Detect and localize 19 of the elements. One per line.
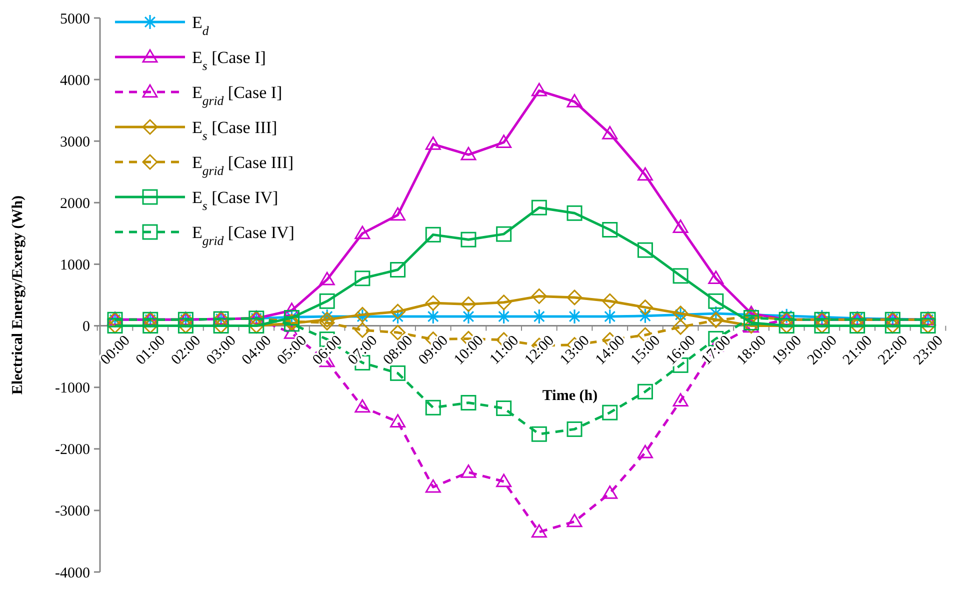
y-tick-label: -4000 [55,565,90,582]
legend-label: E$_{grid}$ [Case I] [192,82,282,108]
y-axis-title: Electrical Energy/Exergy (Wh) [10,195,26,395]
x-axis-title: Time (h) [542,388,598,404]
y-tick-label: -1000 [55,380,90,397]
y-tick-label: -2000 [55,442,90,458]
legend-label: E$_{d}$ [192,12,210,38]
y-tick-label: 5000 [60,11,90,28]
legend-label: E$_{s}$ [Case III] [192,118,278,143]
y-tick-label: -3000 [55,504,90,520]
y-tick-label: 2000 [60,196,90,212]
y-tick-label: 1000 [60,257,90,274]
legend-label: E$_{grid}$ [Case IV] [192,222,294,248]
legend-label: E$_{s}$ [Case IV] [192,188,278,213]
legend-label: E$_{s}$ [Case I] [192,48,266,73]
y-tick-label: 4000 [60,72,90,89]
y-tick-label: 0 [82,319,90,336]
legend-label: E$_{grid}$ [Case III] [192,152,294,178]
y-tick-label: 3000 [60,134,90,150]
